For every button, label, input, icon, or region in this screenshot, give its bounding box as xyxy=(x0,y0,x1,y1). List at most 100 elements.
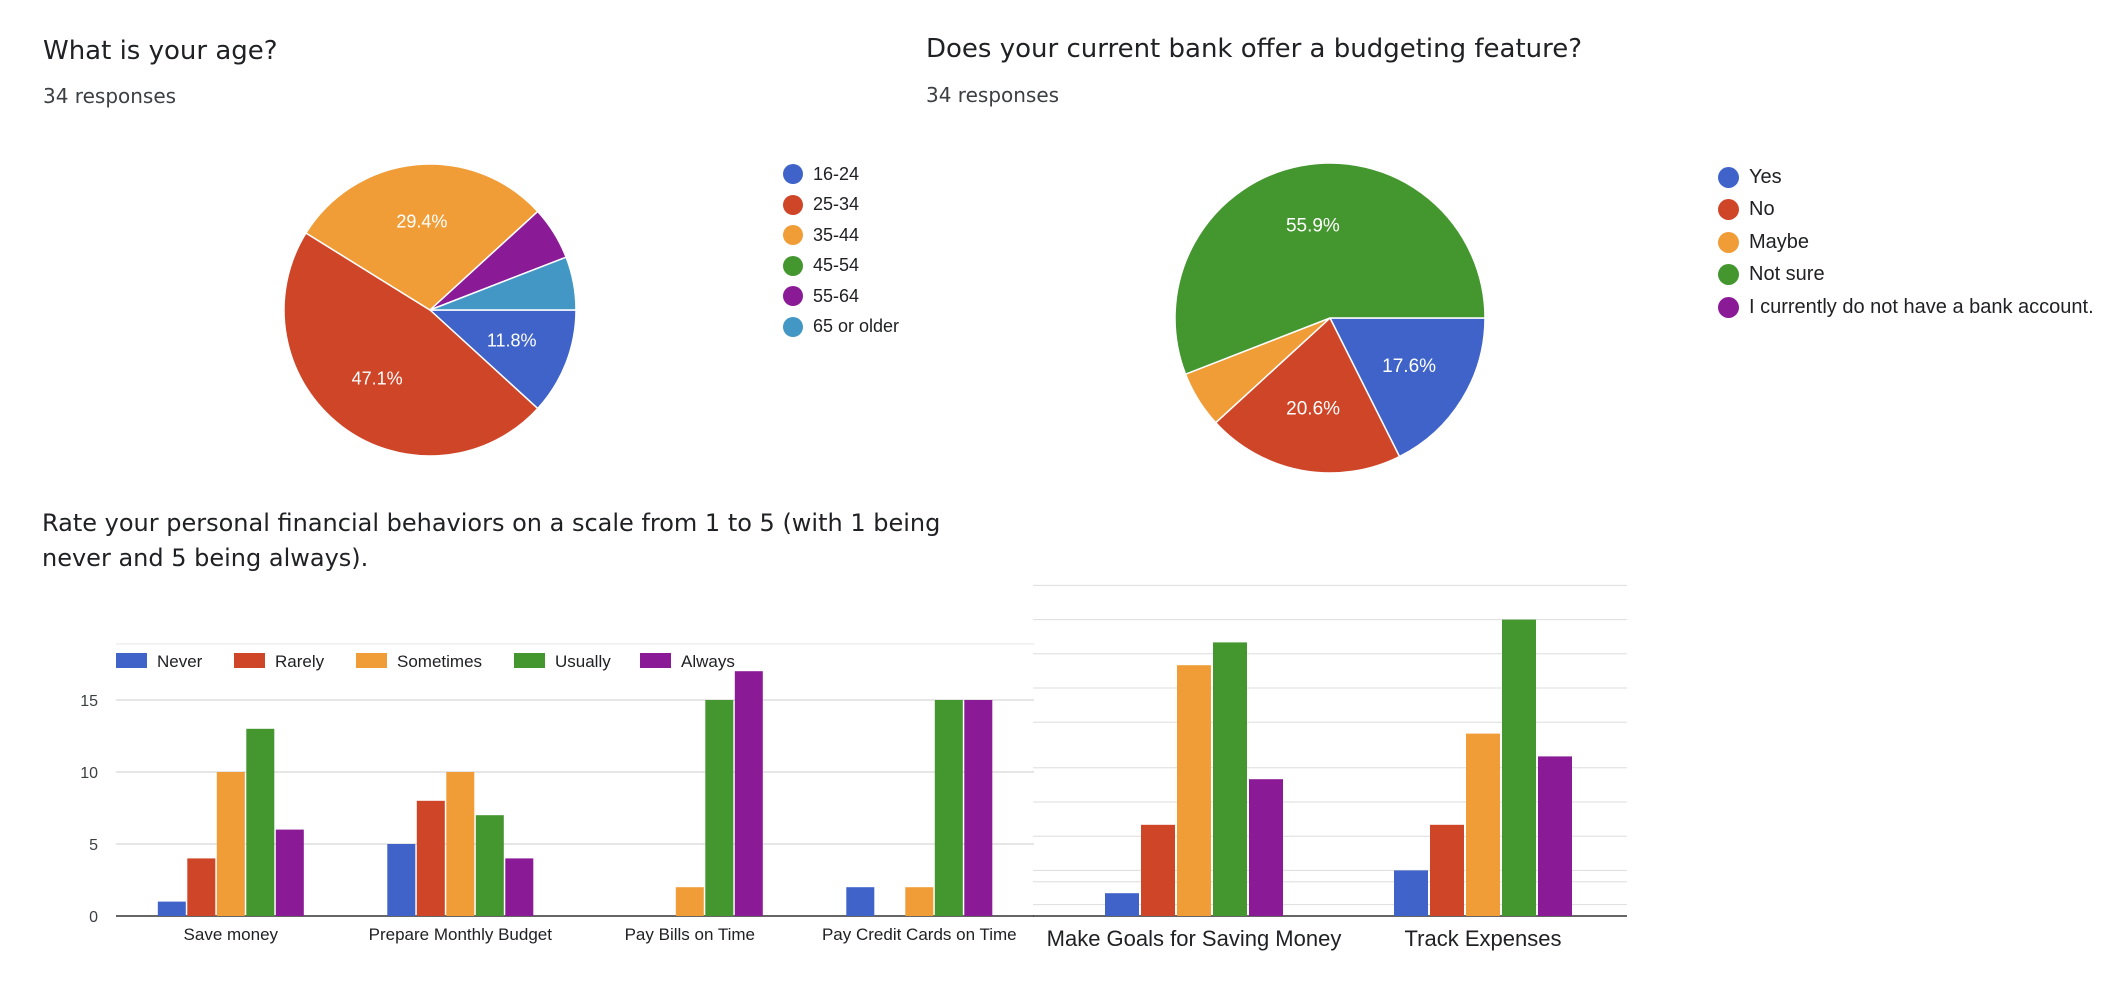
legend-label: 45-54 xyxy=(813,255,860,276)
legend-swatch-sometimes xyxy=(356,653,387,668)
legend-swatch-never xyxy=(116,653,147,668)
legend-item-16-24: 16-24 xyxy=(783,159,899,190)
x-tick-label: Pay Credit Cards on Time xyxy=(822,925,1017,944)
legend-label: 25-34 xyxy=(813,194,860,215)
bank-response-count: 34 responses xyxy=(926,83,1060,107)
bar-prepare-monthly-budget-usually xyxy=(475,815,504,916)
bar-track-expenses-sometimes xyxy=(1466,733,1500,916)
bar-make-goals-for-saving-money-never xyxy=(1105,893,1139,916)
legend-item-35-44: 35-44 xyxy=(783,220,899,251)
legend-label-never: Never xyxy=(157,652,203,671)
bar-save-money-never xyxy=(157,901,186,916)
bank-pie-chart: 17.6% 20.6% 55.9% xyxy=(1174,162,1486,474)
legend-item-55-64: 55-64 xyxy=(783,281,899,312)
legend-swatch xyxy=(783,194,803,215)
bar-pay-credit-cards-on-time-never xyxy=(846,887,875,916)
y-tick-label: 5 xyxy=(89,837,98,854)
legend-item-45-54: 45-54 xyxy=(783,251,899,282)
behavior-bar-chart-continued: Make Goals for Saving Money Track Expense… xyxy=(1033,584,1627,951)
legend-item-no: No xyxy=(1718,194,2094,227)
legend-item-i-currently-do-not-have-a-bank-account: I currently do not have a bank account. xyxy=(1718,291,2094,324)
legend-item-maybe: Maybe xyxy=(1718,226,2094,259)
bar-track-expenses-usually xyxy=(1502,619,1536,916)
pie-slice-16-24 xyxy=(428,309,577,410)
legend-label: 16-24 xyxy=(813,163,860,184)
y-tick-label: 10 xyxy=(80,765,98,782)
x-tick-label: Save money xyxy=(184,925,279,944)
bank-legend: Yes No Maybe Not sure I currently do not hav… xyxy=(1718,161,2094,324)
legend-label: 35-44 xyxy=(813,224,860,245)
legend-swatch-usually xyxy=(514,653,545,668)
legend-swatch xyxy=(1718,264,1739,286)
legend-label-always: Always xyxy=(681,652,735,671)
bar-pay-bills-on-time-usually xyxy=(705,700,734,916)
pie-slice-not-sure xyxy=(1174,162,1486,376)
bar-track-expenses-always xyxy=(1538,756,1572,916)
bar-prepare-monthly-budget-rarely xyxy=(416,800,445,916)
bank-question-title: Does your current bank offer a budgeting… xyxy=(926,34,1583,64)
bar-track-expenses-rarely xyxy=(1430,824,1464,916)
legend-swatch xyxy=(783,225,803,246)
bar-track-expenses-never xyxy=(1394,870,1428,916)
bar-pay-bills-on-time-sometimes xyxy=(675,887,704,916)
legend-swatch xyxy=(1718,296,1739,318)
legend-item-not-sure: Not sure xyxy=(1718,259,2094,292)
y-tick-label: 0 xyxy=(89,909,98,926)
legend-label-sometimes: Sometimes xyxy=(397,652,482,671)
legend-label: 65 or older xyxy=(813,316,900,337)
bar-pay-credit-cards-on-time-usually xyxy=(934,700,963,916)
pie-label-no: 20.6% xyxy=(1286,399,1340,420)
pie-slice-no xyxy=(1214,316,1401,474)
legend-item-yes: Yes xyxy=(1718,161,2094,194)
legend-swatch xyxy=(1718,166,1739,188)
x-tick-label: Pay Bills on Time xyxy=(625,925,755,944)
legend-swatch xyxy=(1718,199,1739,221)
pie-label-16-24: 11.8% xyxy=(487,330,537,350)
x-tick-label: Make Goals for Saving Money xyxy=(1047,926,1342,951)
pie-label-35-44: 29.4% xyxy=(396,212,447,232)
bar-make-goals-for-saving-money-sometimes xyxy=(1177,665,1211,916)
pie-label-not-sure: 55.9% xyxy=(1286,216,1340,237)
legend-swatch-always xyxy=(640,653,671,668)
pie-slice-yes xyxy=(1328,317,1486,458)
bar-save-money-rarely xyxy=(187,858,216,916)
legend-label: I currently do not have a bank account. xyxy=(1749,295,2094,318)
legend-swatch-rarely xyxy=(234,653,265,668)
bar-make-goals-for-saving-money-rarely xyxy=(1141,824,1175,916)
bar-save-money-sometimes xyxy=(216,772,245,916)
legend-item-25-34: 25-34 xyxy=(783,190,899,221)
behavior-bar-chart: 0 5 10 15 Never Rarely Sometimes Usually Always S… xyxy=(80,643,1034,944)
legend-swatch xyxy=(783,164,803,185)
age-response-count: 34 responses xyxy=(43,84,177,108)
legend-swatch xyxy=(783,286,803,307)
legend-label: Yes xyxy=(1749,165,1782,188)
x-tick-label: Track Expenses xyxy=(1405,926,1562,951)
bar-pay-credit-cards-on-time-sometimes xyxy=(905,887,934,916)
legend-label: Not sure xyxy=(1749,263,1825,286)
bar-save-money-always xyxy=(275,829,304,916)
bar-pay-credit-cards-on-time-always xyxy=(964,700,993,916)
legend-label: Maybe xyxy=(1749,230,1810,253)
pie-label-yes: 17.6% xyxy=(1382,356,1436,377)
legend-label-usually: Usually xyxy=(555,652,611,671)
bar-make-goals-for-saving-money-always xyxy=(1249,779,1283,916)
x-tick-label: Prepare Monthly Budget xyxy=(369,925,553,944)
legend-label: 55-64 xyxy=(813,285,860,306)
bar-pay-bills-on-time-always xyxy=(734,671,763,916)
y-tick-label: 15 xyxy=(80,693,98,710)
legend-swatch xyxy=(783,316,803,337)
pie-slice-25-34 xyxy=(283,231,539,457)
bar-save-money-usually xyxy=(246,728,275,916)
legend-item-65-or-older: 65 or older xyxy=(783,312,899,343)
pie-label-25-34: 47.1% xyxy=(352,369,403,389)
legend-swatch xyxy=(1718,231,1739,253)
bar-prepare-monthly-budget-always xyxy=(505,858,534,916)
bar-prepare-monthly-budget-sometimes xyxy=(446,772,475,916)
age-question-title: What is your age? xyxy=(43,36,278,66)
pie-slice-65-or-older xyxy=(429,256,577,311)
bar-make-goals-for-saving-money-usually xyxy=(1213,642,1247,916)
bar-prepare-monthly-budget-never xyxy=(387,844,416,916)
behavior-question-title: Rate your personal financial behaviors o… xyxy=(42,509,941,572)
age-legend: 16-24 25-34 35-44 45-54 55-64 65 or older xyxy=(783,159,899,342)
pie-slice-35-44 xyxy=(304,163,539,311)
